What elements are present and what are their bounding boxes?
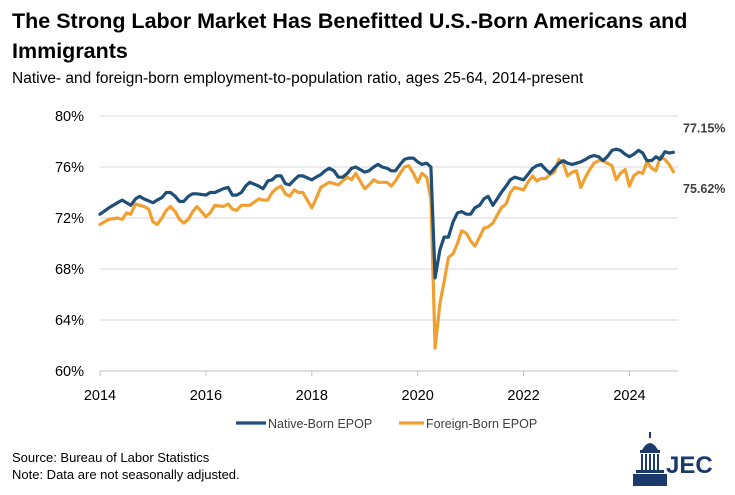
- capitol-dome-icon: [633, 432, 667, 486]
- legend-foreign-born-label: Foreign-Born EPOP: [426, 417, 537, 430]
- chart-subtitle: Native- and foreign-born employment-to-p…: [12, 70, 584, 87]
- x-tick-label: 2018: [296, 388, 328, 404]
- x-tick-label: 2024: [613, 388, 645, 404]
- chart-title: The Strong Labor Market Has Benefitted U…: [12, 9, 688, 63]
- y-tick-label: 64%: [55, 313, 84, 329]
- end-label-foreign: 75.62%: [683, 182, 725, 196]
- line-chart: 60% 64% 68% 72% 76% 80% 2014 2016 2018 2020 2022 20…: [55, 109, 725, 430]
- x-tick-label: 2016: [190, 388, 222, 404]
- y-tick-label: 68%: [55, 262, 84, 278]
- data-note: Note: Data are not seasonally adjusted.: [12, 467, 240, 482]
- y-tick-label: 80%: [55, 109, 84, 125]
- native-born-series-line: [98, 147, 675, 280]
- source-note: Source: Bureau of Labor Statistics: [12, 450, 210, 465]
- foreign-born-series-line: [98, 155, 675, 350]
- x-tick-label: 2022: [507, 388, 539, 404]
- y-tick-label: 72%: [55, 211, 84, 227]
- logo-text: JEC: [666, 452, 713, 479]
- x-tick-label: 2014: [84, 388, 116, 404]
- legend-native-born-label: Native-Born EPOP: [268, 417, 372, 430]
- jec-logo: JEC: [630, 430, 730, 490]
- end-label-native: 77.15%: [683, 121, 725, 135]
- y-tick-label: 60%: [55, 364, 84, 380]
- y-tick-label: 76%: [55, 160, 84, 176]
- x-tick-label: 2020: [402, 388, 434, 404]
